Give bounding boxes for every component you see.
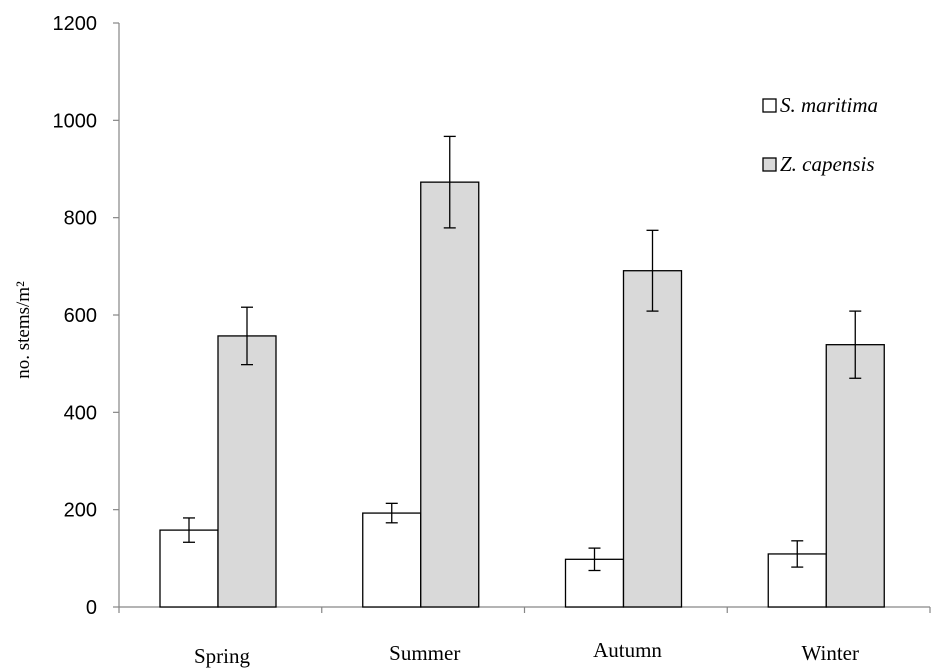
error-bar bbox=[646, 229, 659, 312]
y-tick-label: 400 bbox=[64, 402, 97, 424]
y-axis: 0 200 400 600 800 1000 1200 bbox=[53, 13, 120, 619]
legend-label: Z. capensis bbox=[780, 152, 875, 176]
category-labels: Spring Summer Autumn Winter bbox=[194, 638, 859, 668]
x-tick-label: Autumn bbox=[593, 638, 662, 662]
legend: S. maritima Z. capensis bbox=[762, 93, 878, 176]
error-bar bbox=[849, 310, 862, 379]
legend-label: S. maritima bbox=[780, 93, 878, 117]
y-tick-label: 800 bbox=[64, 208, 97, 230]
bar-z-capensis-summer bbox=[420, 181, 480, 608]
error-bar bbox=[183, 517, 195, 543]
error-bars bbox=[183, 135, 862, 572]
y-tick-label: 1000 bbox=[53, 110, 98, 132]
x-tick-label: Winter bbox=[802, 641, 859, 665]
bar-s-maritima-summer bbox=[362, 512, 422, 608]
x-axis bbox=[118, 606, 931, 613]
x-tick-label: Spring bbox=[194, 644, 251, 668]
x-tick-label: Summer bbox=[389, 641, 460, 665]
bars bbox=[159, 181, 885, 608]
bar-z-capensis-winter bbox=[825, 344, 885, 608]
error-bar bbox=[241, 306, 253, 366]
y-tick-label: 1200 bbox=[53, 13, 98, 35]
y-axis-label: no. stems/m² bbox=[13, 281, 34, 379]
legend-swatch bbox=[762, 98, 777, 113]
y-tick-label: 0 bbox=[86, 597, 97, 619]
error-bar bbox=[791, 540, 804, 568]
bar-z-capensis-autumn bbox=[622, 270, 683, 608]
error-bar bbox=[443, 135, 456, 229]
y-tick-label: 200 bbox=[64, 500, 97, 522]
error-bar bbox=[588, 547, 601, 572]
bar-z-capensis-spring bbox=[217, 335, 277, 608]
legend-swatch bbox=[762, 157, 777, 172]
y-tick-label: 600 bbox=[64, 305, 97, 327]
error-bar bbox=[385, 502, 398, 524]
